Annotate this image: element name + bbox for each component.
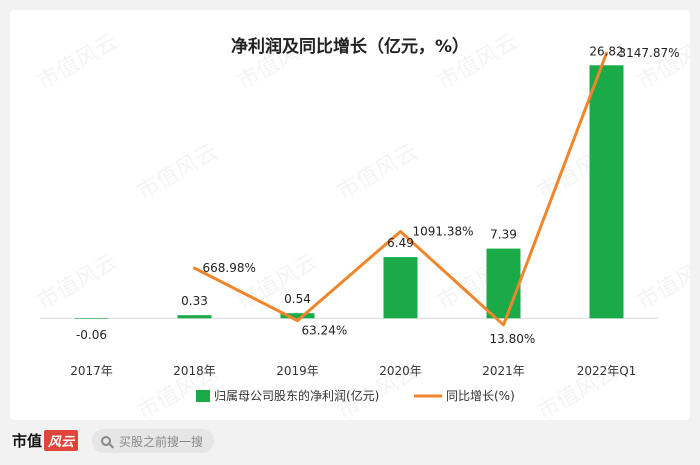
line-label-3: 1091.38% (413, 224, 474, 238)
chart-title: 净利润及同比增长（亿元，%） (230, 37, 470, 57)
bar-label-0: -0.06 (76, 328, 107, 342)
bar-4 (486, 248, 521, 319)
x-tick-label-1: 2018年 (173, 364, 216, 378)
line-label-5: 3147.87% (619, 46, 680, 60)
logo-text: 市值 (12, 432, 43, 450)
legend-bar-swatch (196, 390, 210, 402)
bar-label-2: 0.54 (284, 292, 311, 306)
logo-mark: 风云 (44, 430, 79, 451)
line-label-1: 668.98% (203, 261, 256, 275)
growth-line (193, 51, 608, 327)
footer-bar: 市值 风云 买股之前搜一搜 (0, 420, 700, 465)
bar-3 (383, 257, 418, 319)
bar-2 (280, 313, 315, 319)
x-tick-label-4: 2021年 (482, 364, 525, 378)
x-tick-label-5: 2022年Q1 (577, 364, 637, 378)
x-tick-label-2: 2019年 (276, 364, 319, 378)
brand-logo[interactable]: 市值 风云 (12, 430, 79, 451)
legend-line-label: 同比增长(%) (446, 389, 515, 403)
search-placeholder: 买股之前搜一搜 (119, 434, 204, 449)
legend-bar-label: 归属母公司股东的净利润(亿元) (214, 388, 379, 403)
bar-label-1: 0.33 (181, 294, 208, 308)
bar-label-3: 6.49 (387, 236, 414, 250)
bar-label-4: 7.39 (490, 228, 517, 242)
x-tick-label-3: 2020年 (379, 364, 422, 378)
chart-card: 净利润及同比增长（亿元，%） 市值风云 市值风云 市值风云 市值风云 市值风云 市值风云市… (10, 10, 690, 420)
search-icon (101, 436, 111, 446)
chart-svg: -0.06 0.33 0.54 6.49 7.39 26.82 668.98% 63.24% 1… (40, 44, 680, 403)
bar-5 (589, 65, 624, 319)
bar-label-5: 26.82 (589, 44, 623, 58)
line-label-4: 13.80% (490, 332, 536, 346)
x-tick-label-0: 2017年 (70, 364, 113, 378)
bar-0 (74, 318, 109, 319)
bar-1 (177, 315, 212, 319)
search-input[interactable]: 买股之前搜一搜 (92, 429, 214, 453)
line-label-2: 63.24% (302, 324, 348, 338)
